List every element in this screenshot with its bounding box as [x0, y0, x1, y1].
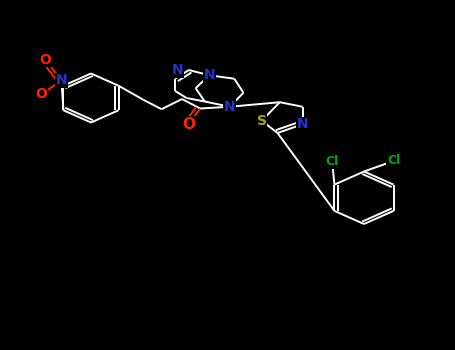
Text: N: N — [56, 74, 67, 88]
Text: N: N — [172, 63, 183, 77]
Text: Cl: Cl — [325, 155, 339, 168]
Text: O: O — [35, 88, 47, 102]
Text: O: O — [40, 52, 51, 66]
Text: N: N — [203, 68, 215, 82]
Text: N: N — [297, 117, 308, 131]
Text: N: N — [224, 100, 236, 114]
Text: S: S — [257, 114, 267, 128]
Text: Cl: Cl — [387, 154, 400, 168]
Text: O: O — [182, 117, 195, 132]
